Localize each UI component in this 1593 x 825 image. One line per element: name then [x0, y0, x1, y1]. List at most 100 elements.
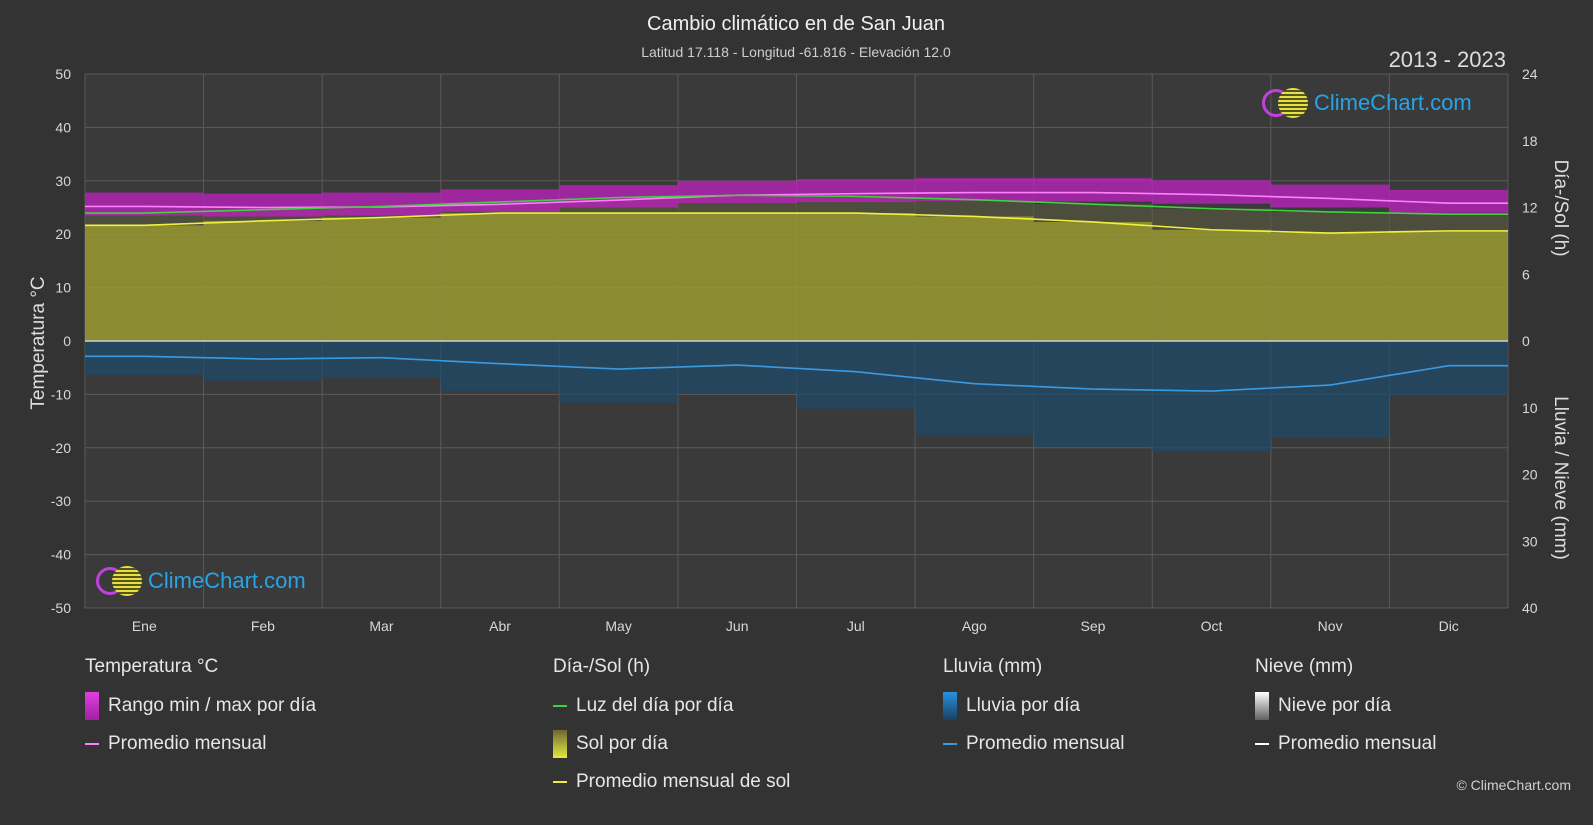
legend-label: Promedio mensual	[1278, 733, 1437, 754]
legend-swatch	[943, 692, 957, 720]
legend-title: Nieve (mm)	[1255, 656, 1354, 677]
y-left-tick-label: 40	[55, 119, 71, 135]
rain-bar	[1270, 341, 1390, 438]
temp-range-bar	[85, 192, 204, 216]
y-left-tick-label: 50	[55, 66, 71, 82]
y-right-bottom-tick-label: 40	[1522, 600, 1538, 616]
temp-range-bar	[322, 192, 441, 216]
series-line	[85, 191, 1508, 209]
rain-bar	[915, 341, 1034, 435]
chart-subtitle: Latitud 17.118 - Longitud -61.816 - Elev…	[641, 44, 951, 60]
rain-bar	[1389, 341, 1508, 396]
legend-swatch	[943, 743, 957, 745]
y-left-tick-label: 0	[63, 333, 71, 349]
legend-label: Nieve por día	[1278, 695, 1392, 716]
logo-bottom[interactable]: ClimeChart.com	[96, 566, 306, 596]
legend-label: Lluvia por día	[966, 695, 1081, 716]
sunshine-bar	[85, 225, 204, 341]
chart-title: Cambio climático en de San Juan	[647, 13, 945, 35]
legend-item: Promedio mensual de sol	[553, 768, 790, 796]
legend-swatch	[553, 730, 567, 758]
logo-top[interactable]: ClimeChart.com	[1262, 88, 1472, 118]
temp-range-bar	[440, 189, 560, 212]
legend-item: Rango min / max por día	[85, 692, 316, 720]
y-right-bottom-tick-label: 10	[1522, 400, 1538, 416]
legend-temperature: Temperatura °C Rango min / max por día P…	[85, 656, 316, 768]
legend-swatch	[553, 781, 567, 783]
y-left-tick-label: 10	[55, 280, 71, 296]
temp-range-bar	[1389, 189, 1508, 213]
daylight-bar	[1270, 211, 1390, 234]
legend-label: Rango min / max por día	[108, 695, 317, 716]
logo-sun-icon	[112, 566, 142, 596]
legend-item: Luz del día por día	[553, 692, 790, 720]
sunshine-bar	[1270, 233, 1390, 341]
temp-range-bar	[677, 180, 797, 204]
legend-label: Promedio mensual	[108, 733, 267, 754]
legend-title: Temperatura °C	[85, 656, 219, 677]
daylight-bar	[915, 199, 1034, 217]
sunshine-bar	[796, 213, 916, 341]
sunshine-bar	[1152, 229, 1271, 341]
legend-label: Luz del día por día	[576, 695, 734, 716]
legend-item: Sol por día	[553, 730, 790, 758]
y-right-top-tick-label: 12	[1522, 200, 1538, 216]
temp-range-bar	[1270, 184, 1390, 208]
logo-sun-icon	[1278, 88, 1308, 118]
sunshine-bar	[915, 216, 1034, 341]
temp-range-bar	[796, 179, 916, 203]
data-bands	[85, 178, 1508, 452]
year-range: 2013 - 2023	[1389, 47, 1506, 72]
temp-range-bar	[1033, 178, 1153, 202]
legend-title: Lluvia (mm)	[943, 656, 1043, 677]
legend-item: Promedio mensual	[943, 730, 1124, 758]
y-right-bottom-tick-label: 20	[1522, 467, 1538, 483]
daylight-bar	[1033, 204, 1153, 222]
temp-range-bar	[559, 185, 678, 208]
y-left-tick-label: 20	[55, 226, 71, 242]
legend-label: Promedio mensual de sol	[576, 771, 791, 792]
legend-label: Sol por día	[576, 733, 668, 754]
x-tick-label: Feb	[251, 618, 275, 634]
temp-range-bar	[1152, 180, 1271, 204]
y-right-top-tick-label: 0	[1522, 333, 1530, 349]
x-tick-label: Nov	[1318, 618, 1343, 634]
x-tick-label: Oct	[1201, 618, 1223, 634]
series-line	[85, 355, 1508, 392]
y-right-top-tick-label: 6	[1522, 266, 1530, 282]
daylight-bar	[85, 213, 204, 226]
legend-swatch	[85, 743, 99, 745]
sunshine-bar	[440, 213, 560, 341]
logo-text: ClimeChart.com	[1314, 90, 1472, 115]
y-left-tick-label: -40	[51, 547, 71, 563]
data-lines	[85, 191, 1508, 392]
rain-bar	[796, 341, 916, 409]
x-tick-label: Jun	[726, 618, 749, 634]
y-left-tick-label: -30	[51, 493, 71, 509]
x-tick-label: Ene	[132, 618, 157, 634]
legend-rain: Lluvia (mm) Lluvia por día Promedio mens…	[943, 656, 1124, 768]
y-right-top-tick-label: 18	[1522, 133, 1538, 149]
temp-range-bar	[915, 178, 1034, 202]
y-right-bottom-tick-label: 30	[1522, 533, 1538, 549]
rain-bar	[559, 341, 678, 403]
y-right-top-tick-label: 24	[1522, 66, 1538, 82]
daylight-bar	[1389, 214, 1508, 231]
legend-title: Día-/Sol (h)	[553, 656, 651, 677]
x-tick-label: Jul	[847, 618, 865, 634]
sunshine-bar	[677, 213, 797, 341]
y-left-tick-label: 30	[55, 173, 71, 189]
legend-item: Promedio mensual	[1255, 730, 1436, 758]
legend-item: Nieve por día	[1255, 692, 1436, 720]
right-top-axis-label: Día-/Sol (h)	[1550, 159, 1571, 256]
x-tick-label: Ago	[962, 618, 987, 634]
sunshine-bar	[322, 217, 441, 341]
logo-text: ClimeChart.com	[148, 568, 306, 593]
x-tick-label: Dic	[1439, 618, 1459, 634]
left-axis-label: Temperatura °C	[28, 276, 49, 409]
right-bottom-axis-label: Lluvia / Nieve (mm)	[1550, 396, 1571, 560]
series-line	[85, 212, 1508, 234]
rain-bar	[1033, 341, 1153, 447]
sunshine-bar	[1033, 221, 1153, 341]
